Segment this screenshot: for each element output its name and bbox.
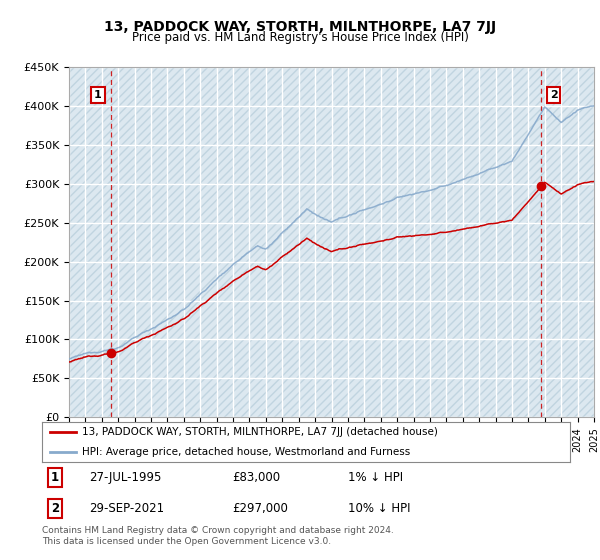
- Text: 1: 1: [51, 471, 59, 484]
- Text: 2: 2: [550, 90, 557, 100]
- Text: 13, PADDOCK WAY, STORTH, MILNTHORPE, LA7 7JJ: 13, PADDOCK WAY, STORTH, MILNTHORPE, LA7…: [104, 20, 496, 34]
- Text: 1% ↓ HPI: 1% ↓ HPI: [348, 471, 403, 484]
- Text: HPI: Average price, detached house, Westmorland and Furness: HPI: Average price, detached house, West…: [82, 447, 410, 457]
- Text: 13, PADDOCK WAY, STORTH, MILNTHORPE, LA7 7JJ (detached house): 13, PADDOCK WAY, STORTH, MILNTHORPE, LA7…: [82, 427, 437, 437]
- Text: 10% ↓ HPI: 10% ↓ HPI: [348, 502, 411, 515]
- Text: Price paid vs. HM Land Registry's House Price Index (HPI): Price paid vs. HM Land Registry's House …: [131, 31, 469, 44]
- Text: Contains HM Land Registry data © Crown copyright and database right 2024.
This d: Contains HM Land Registry data © Crown c…: [42, 526, 394, 546]
- Text: 29-SEP-2021: 29-SEP-2021: [89, 502, 164, 515]
- Text: 2: 2: [51, 502, 59, 515]
- Text: £297,000: £297,000: [232, 502, 288, 515]
- Text: 27-JUL-1995: 27-JUL-1995: [89, 471, 162, 484]
- Text: 1: 1: [94, 90, 102, 100]
- Text: £83,000: £83,000: [232, 471, 280, 484]
